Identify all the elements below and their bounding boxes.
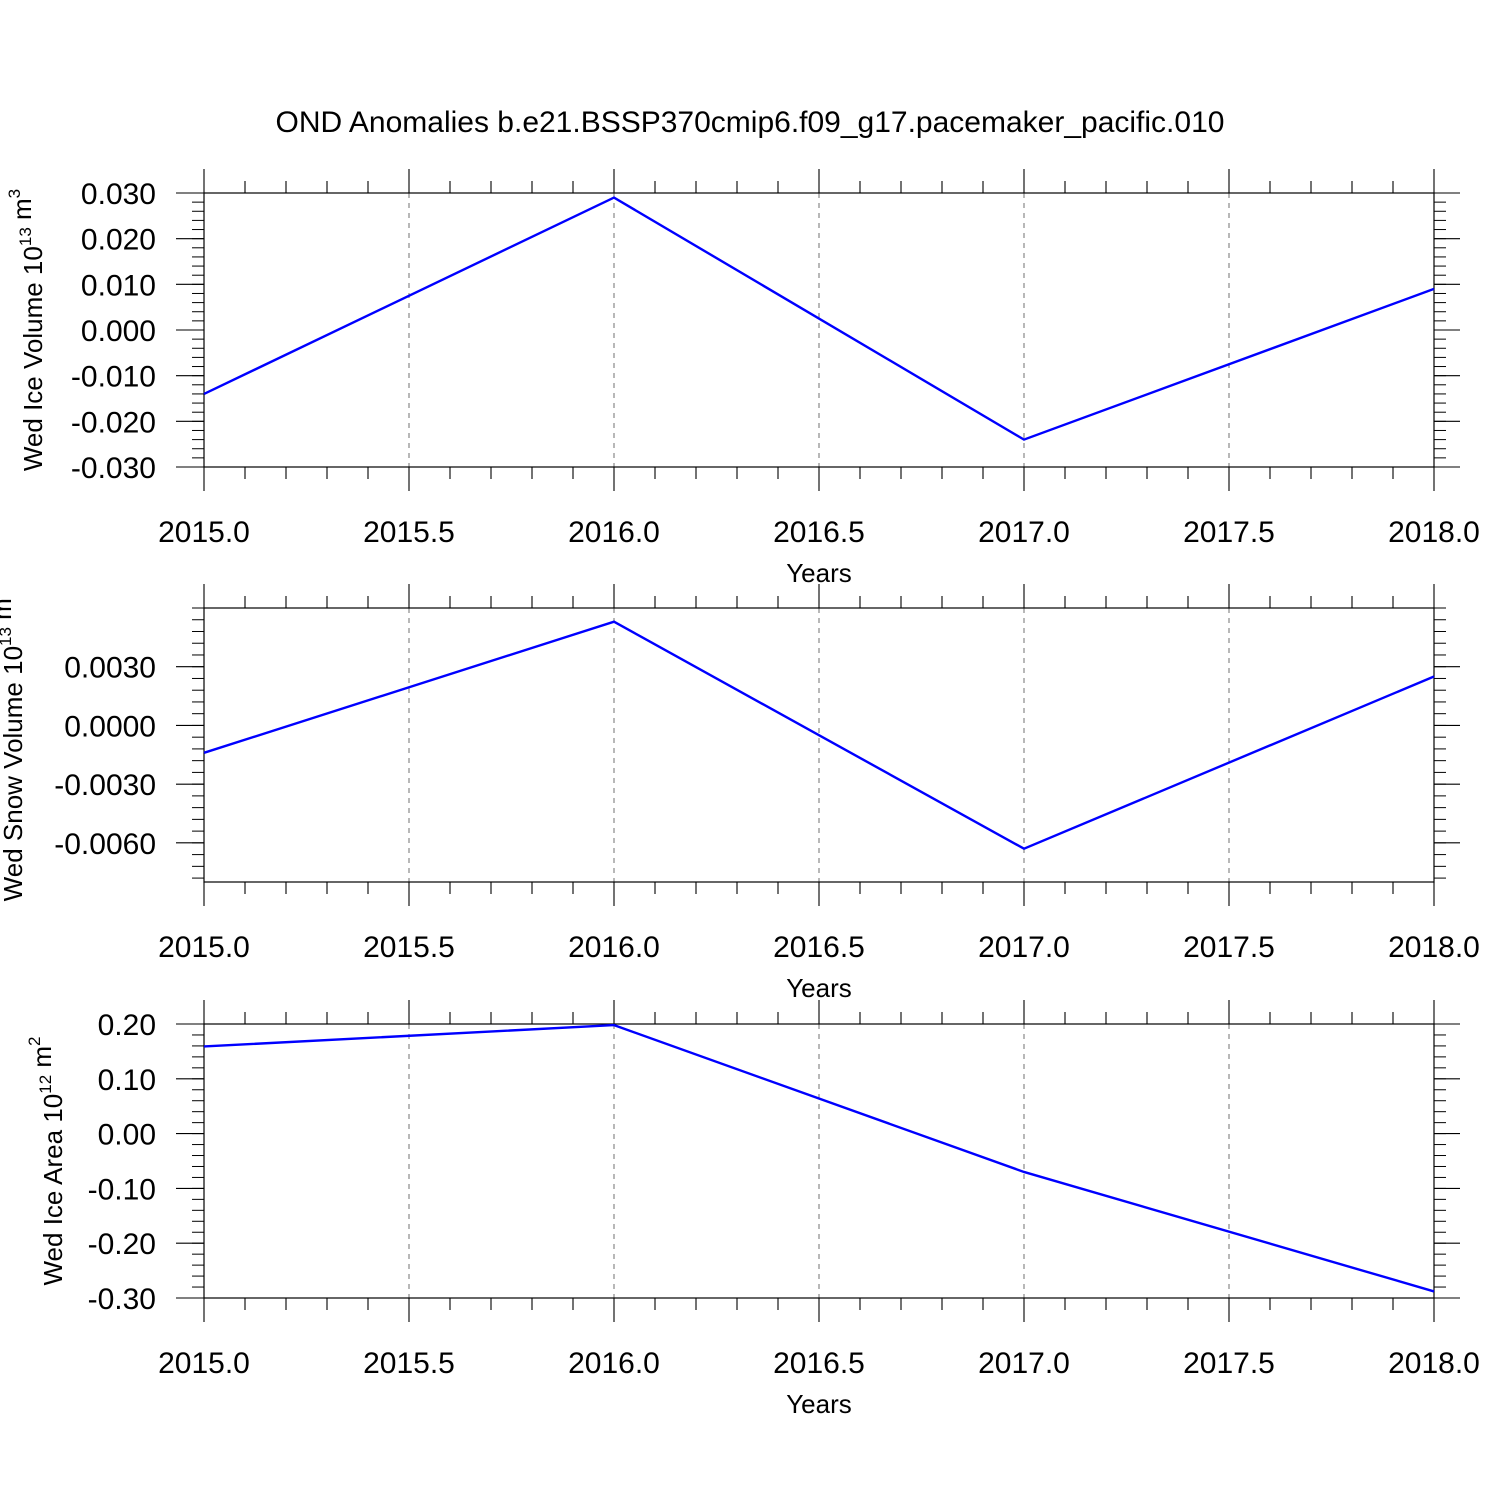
- y-axis-label-text: m: [0, 598, 17, 627]
- y-axis-label-text: m: [7, 198, 37, 227]
- x-tick-label: 2016.5: [773, 516, 865, 549]
- figure-title: OND Anomalies b.e21.BSSP370cmip6.f09_g17…: [276, 106, 1225, 139]
- y-tick-label: -0.0030: [54, 769, 156, 802]
- panel-3: -0.30 -0.20 -0.10 0.00 0.10 0.20 2015.0 2015.5 2…: [25, 1000, 1480, 1419]
- y-tick-label: 0.020: [81, 224, 156, 257]
- y-tick-label: 0.0030: [64, 652, 156, 685]
- y-tick-label: 0.000: [81, 315, 156, 348]
- panel-1: -0.030 -0.020 -0.010 0.000 0.010 0.020 0.030 20…: [5, 169, 1480, 588]
- x-axis-label: Years: [786, 973, 852, 1003]
- y-tick-label: 0.20: [98, 1009, 156, 1042]
- x-tick-label: 2017.0: [978, 516, 1070, 549]
- y-axis-label-text: Wed Ice Volume 10: [18, 246, 48, 471]
- x-tick-label: 2017.0: [978, 931, 1070, 964]
- x-tick-label: 2016.0: [568, 516, 660, 549]
- x-tick-label: 2016.5: [773, 1347, 865, 1380]
- y-tick-label: -0.010: [71, 361, 156, 394]
- series-line: [203, 1023, 1435, 1293]
- y-axis-label-exponent: 3: [0, 589, 4, 598]
- y-tick-label: 0.010: [81, 269, 156, 302]
- y-tick-label: -0.020: [71, 406, 156, 439]
- x-tick-label: 2018.0: [1388, 1347, 1480, 1380]
- y-axis-label-exponent: 13: [16, 227, 35, 246]
- x-tick-label: 2018.0: [1388, 516, 1480, 549]
- panel-2: -0.0060 -0.0030 0.0000 0.0030 2015.0 2015.5 20…: [0, 584, 1480, 1003]
- x-tick-label: 2015.5: [363, 931, 455, 964]
- y-tick-label: 0.10: [98, 1064, 156, 1097]
- x-tick-label: 2016.0: [568, 1347, 660, 1380]
- y-tick-label: -0.030: [71, 452, 156, 485]
- x-tick-label: 2018.0: [1388, 931, 1480, 964]
- y-axis-label-exponent: 2: [25, 1036, 44, 1045]
- y-axis-label-text: Wed Ice Area 10: [38, 1094, 68, 1286]
- x-tick-label: 2017.0: [978, 1347, 1070, 1380]
- x-tick-label: 2017.5: [1183, 931, 1275, 964]
- x-tick-label: 2015.5: [363, 1347, 455, 1380]
- x-tick-label: 2015.0: [158, 931, 250, 964]
- x-tick-label: 2015.0: [158, 1347, 250, 1380]
- x-tick-label: 2016.5: [773, 931, 865, 964]
- x-tick-label: 2015.0: [158, 516, 250, 549]
- y-tick-label: 0.030: [81, 178, 156, 211]
- y-axis-label: Wed Ice Volume 1013 m3: [5, 189, 48, 471]
- x-tick-label: 2017.5: [1183, 1347, 1275, 1380]
- y-axis-label-exponent: 3: [5, 189, 24, 198]
- x-tick-label: 2015.5: [363, 516, 455, 549]
- x-tick-label: 2016.0: [568, 931, 660, 964]
- series-line: [203, 196, 1435, 441]
- y-tick-label: -0.0060: [54, 828, 156, 861]
- y-axis-label: Wed Snow Volume 1013 m3: [0, 589, 28, 902]
- y-axis-label-exponent: 13: [0, 627, 15, 646]
- y-tick-label: 0.00: [98, 1119, 156, 1152]
- y-tick-label: -0.30: [88, 1283, 156, 1316]
- series-line: [203, 620, 1435, 851]
- x-axis-label: Years: [786, 1389, 852, 1419]
- x-axis-label: Years: [786, 558, 852, 588]
- y-axis-label-text: m: [27, 1046, 57, 1075]
- y-axis-label-exponent: 12: [36, 1075, 55, 1094]
- y-axis-label-text: Wed Snow Volume 10: [0, 646, 28, 901]
- y-axis-label: Wed Ice Area 1012 m2: [25, 1036, 68, 1285]
- y-tick-label: -0.20: [88, 1228, 156, 1261]
- x-tick-label: 2017.5: [1183, 516, 1275, 549]
- y-tick-label: 0.0000: [64, 710, 156, 743]
- y-tick-label: -0.10: [88, 1173, 156, 1206]
